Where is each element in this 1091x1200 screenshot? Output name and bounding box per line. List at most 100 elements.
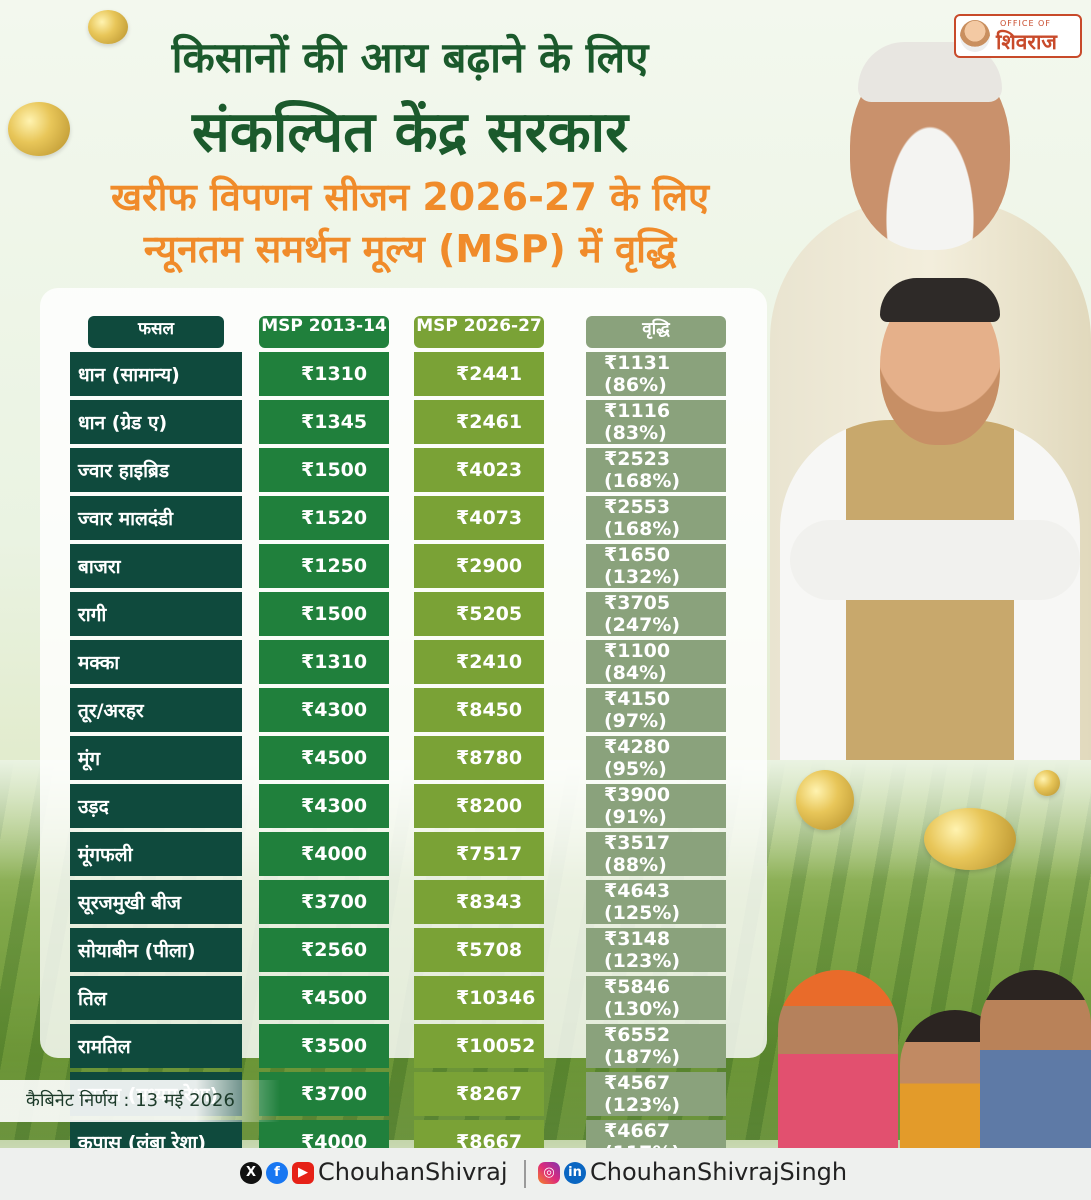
table-row: रामतिल ₹3500 ₹10052 ₹6552 (187%)	[70, 1024, 726, 1072]
table-row: रागी ₹1500 ₹5205 ₹3705 (247%)	[70, 592, 726, 640]
gold-coin-decoration	[924, 808, 1016, 870]
gap	[544, 592, 586, 640]
logo-caption: OFFICE OF	[1000, 19, 1051, 28]
cabinet-decision-text: कैबिनेट निर्णय : 13 मई 2026	[26, 1090, 235, 1111]
table-row: उड़द ₹4300 ₹8200 ₹3900 (91%)	[70, 784, 726, 832]
header-crop-cell: फसल	[70, 312, 242, 352]
gold-coin-decoration	[88, 10, 128, 44]
increase-cell: ₹4567 (123%)	[586, 1072, 726, 1120]
crop-name-cell: सूरजमुखी बीज	[70, 880, 242, 928]
table-row: धान (ग्रेड ए) ₹1345 ₹2461 ₹1116 (83%)	[70, 400, 726, 448]
subheadline-line-1: खरीफ विपणन सीजन 2026-27 के लिए	[110, 175, 710, 219]
gap	[389, 784, 414, 832]
increase-cell: ₹4643 (125%)	[586, 880, 726, 928]
cabinet-decision-note: कैबिनेट निर्णय : 13 मई 2026	[0, 1080, 280, 1122]
increase-cell: ₹2523 (168%)	[586, 448, 726, 496]
crop-name-cell: धान (सामान्य)	[70, 352, 242, 400]
gap	[242, 544, 259, 592]
msp-2026-27-cell: ₹10052	[414, 1024, 544, 1072]
gap	[242, 400, 259, 448]
increase-cell: ₹3900 (91%)	[586, 784, 726, 832]
gap	[242, 784, 259, 832]
msp-2026-27-cell: ₹4023	[414, 448, 544, 496]
crop-name-cell: तिल	[70, 976, 242, 1024]
increase-cell: ₹3705 (247%)	[586, 592, 726, 640]
gap	[389, 400, 414, 448]
msp-2013-14-cell: ₹1310	[259, 640, 389, 688]
msp-2026-27-cell: ₹5708	[414, 928, 544, 976]
logo-avatar-icon	[960, 20, 990, 52]
gap	[389, 976, 414, 1024]
crop-name-cell: रामतिल	[70, 1024, 242, 1072]
instagram-icon[interactable]: ◎	[538, 1162, 560, 1184]
increase-cell: ₹1650 (132%)	[586, 544, 726, 592]
increase-cell: ₹1100 (84%)	[586, 640, 726, 688]
x-icon[interactable]: X	[240, 1162, 262, 1184]
table-row: मूंगफली ₹4000 ₹7517 ₹3517 (88%)	[70, 832, 726, 880]
headline-line-2: संकल्पित केंद्र सरकार	[191, 100, 629, 165]
table-header-row: फसल MSP 2013-14 MSP 2026-27 वृद्धि	[70, 312, 726, 352]
gap	[389, 448, 414, 496]
gap	[544, 688, 586, 736]
gap	[389, 352, 414, 400]
table-row: ज्वार हाइब्रिड ₹1500 ₹4023 ₹2523 (168%)	[70, 448, 726, 496]
gap	[389, 688, 414, 736]
msp-2026-27-cell: ₹8450	[414, 688, 544, 736]
increase-cell: ₹1116 (83%)	[586, 400, 726, 448]
increase-cell: ₹3517 (88%)	[586, 832, 726, 880]
increase-cell: ₹2553 (168%)	[586, 496, 726, 544]
leader-portrait-2-hair	[880, 278, 1000, 322]
gap	[389, 544, 414, 592]
increase-cell: ₹6552 (187%)	[586, 1024, 726, 1072]
msp-2026-27-cell: ₹8343	[414, 880, 544, 928]
gap	[242, 928, 259, 976]
gap	[242, 448, 259, 496]
facebook-icon[interactable]: f	[266, 1162, 288, 1184]
right-social-handle[interactable]: ChouhanShivrajSingh	[590, 1158, 848, 1186]
header-msp-2026-cell: MSP 2026-27	[414, 312, 544, 352]
gap	[242, 496, 259, 544]
gap	[544, 784, 586, 832]
youtube-icon[interactable]: ▶	[292, 1162, 314, 1184]
msp-2026-27-cell: ₹10346	[414, 976, 544, 1024]
gap	[389, 312, 414, 352]
header-msp-2026-27: MSP 2026-27	[414, 316, 544, 348]
left-social-handle[interactable]: ChouhanShivraj	[318, 1158, 508, 1186]
gap	[544, 976, 586, 1024]
increase-cell: ₹5846 (130%)	[586, 976, 726, 1024]
gap	[544, 312, 586, 352]
gap	[242, 832, 259, 880]
gap	[544, 400, 586, 448]
msp-2026-27-cell: ₹8780	[414, 736, 544, 784]
msp-table: फसल MSP 2013-14 MSP 2026-27 वृद्धि धान (…	[70, 312, 726, 1168]
table-row: ज्वार मालदंडी ₹1520 ₹4073 ₹2553 (168%)	[70, 496, 726, 544]
gap	[389, 928, 414, 976]
social-divider	[524, 1160, 526, 1188]
msp-2026-27-cell: ₹2900	[414, 544, 544, 592]
increase-cell: ₹4150 (97%)	[586, 688, 726, 736]
msp-2026-27-cell: ₹5205	[414, 592, 544, 640]
gap	[544, 448, 586, 496]
gap	[389, 1024, 414, 1072]
msp-2026-27-cell: ₹4073	[414, 496, 544, 544]
gap	[389, 1072, 414, 1120]
gap	[242, 880, 259, 928]
msp-2013-14-cell: ₹2560	[259, 928, 389, 976]
crop-name-cell: धान (ग्रेड ए)	[70, 400, 242, 448]
gap	[242, 688, 259, 736]
header-increase: वृद्धि	[586, 316, 726, 348]
crop-name-cell: ज्वार मालदंडी	[70, 496, 242, 544]
gap	[544, 880, 586, 928]
gap	[544, 1024, 586, 1072]
gap	[544, 640, 586, 688]
crop-name-cell: उड़द	[70, 784, 242, 832]
linkedin-icon[interactable]: in	[564, 1162, 586, 1184]
crop-name-cell: ज्वार हाइब्रिड	[70, 448, 242, 496]
gap	[544, 928, 586, 976]
crop-name-cell: मूंगफली	[70, 832, 242, 880]
gap	[389, 592, 414, 640]
gold-coin-decoration	[8, 102, 70, 156]
gap	[242, 736, 259, 784]
crop-name-cell: बाजरा	[70, 544, 242, 592]
msp-2013-14-cell: ₹1250	[259, 544, 389, 592]
